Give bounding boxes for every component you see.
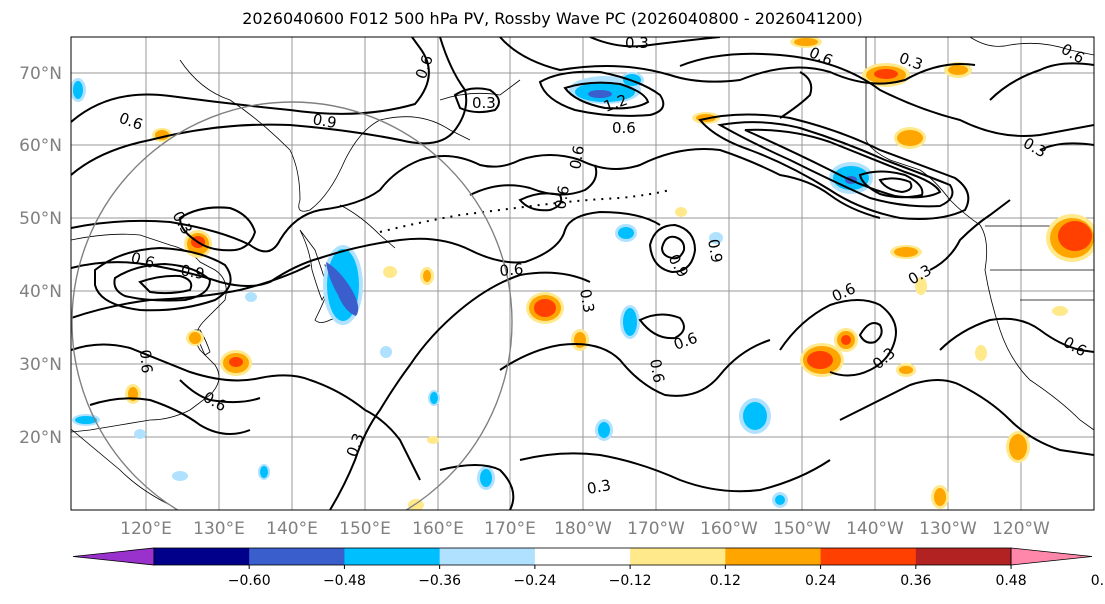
lon-label: 120°W: [992, 519, 1050, 539]
contour-label: 0.3: [586, 476, 613, 498]
contour-label: 0.6: [612, 119, 636, 137]
lon-label: 140°E: [266, 519, 318, 539]
colorbar-tick-label: 0.24: [805, 573, 836, 589]
contour-label: 0.3: [576, 288, 598, 315]
colorbar-segment: [153, 548, 250, 565]
negative-anomalies: [71, 72, 873, 508]
contour-label: 0.3: [472, 94, 496, 112]
colorbar-segment: [820, 548, 917, 565]
contour-label: 0.9: [179, 261, 206, 283]
lon-label: 120°E: [120, 519, 172, 539]
colorbar-tick-label: 0.60: [1091, 573, 1105, 589]
contour-label: 0.6: [551, 184, 573, 211]
figure-title: 2026040600 F012 500 hPa PV, Rossby Wave …: [242, 9, 863, 28]
colorbar-extend-high: [1010, 547, 1093, 566]
colorbar-segment: [249, 548, 345, 565]
colorbar: −0.60 −0.48 −0.36 −0.24 −0.12 0.12 0.24 0.36 0.4…: [72, 547, 1105, 589]
lon-label: 150°W: [773, 519, 831, 539]
contour-label: 0.6: [499, 260, 524, 280]
contour-label: 0.9: [311, 110, 338, 132]
colorbar-tick-label: 0.12: [710, 573, 741, 589]
contour-label: 0.6: [566, 144, 588, 171]
lon-label: 140°W: [846, 519, 904, 539]
pv-contours: [71, 37, 1094, 510]
colorbar-outline: [153, 547, 1012, 566]
lat-label: 20°N: [19, 428, 62, 448]
map-frame: [70, 36, 1095, 511]
coastlines: [71, 37, 1094, 506]
colorbar-tick-label: −0.60: [228, 573, 271, 589]
colorbar-segment: [534, 548, 631, 565]
lon-label: 160°W: [700, 519, 758, 539]
longitude-axis: 120°E 130°E 140°E 150°E 160°E 170°E 180°…: [120, 519, 1050, 539]
lat-label: 60°N: [19, 136, 62, 156]
lon-label: 170°E: [484, 519, 536, 539]
lat-label: 50°N: [19, 209, 62, 229]
lon-label: 130°E: [193, 519, 245, 539]
lon-label: 180°W: [554, 519, 612, 539]
colorbar-tick-label: 0.36: [900, 573, 931, 589]
lat-label: 70°N: [19, 64, 62, 84]
colorbar-segment: [630, 548, 726, 565]
colorbar-segment: [439, 548, 536, 565]
lon-label: 150°E: [339, 519, 391, 539]
lon-label: 160°E: [412, 519, 464, 539]
contour-label: 0.3: [625, 34, 649, 52]
colorbar-tick-label: 0.48: [995, 573, 1026, 589]
colorbar-segment: [915, 548, 1012, 565]
contour-label: 0.6: [129, 248, 157, 272]
lat-label: 30°N: [19, 355, 62, 375]
contour-label: 0.6: [646, 358, 668, 385]
contour-label: 0.6: [136, 349, 156, 374]
latitude-axis: 70°N 60°N 50°N 40°N 30°N 20°N: [19, 64, 62, 448]
colorbar-tick-label: −0.12: [609, 573, 652, 589]
colorbar-tick-label: −0.36: [418, 573, 461, 589]
lon-label: 170°W: [627, 519, 685, 539]
colorbar-segment: [725, 548, 822, 565]
colorbar-tick-label: −0.48: [323, 573, 366, 589]
colorbar-extend-low: [72, 547, 155, 566]
colorbar-tick-label: −0.24: [513, 573, 556, 589]
contour-label: 0.9: [704, 238, 726, 265]
colorbar-segment: [344, 548, 441, 565]
lat-label: 40°N: [19, 282, 62, 302]
reference-circle: [71, 101, 513, 510]
lon-label: 130°W: [919, 519, 977, 539]
